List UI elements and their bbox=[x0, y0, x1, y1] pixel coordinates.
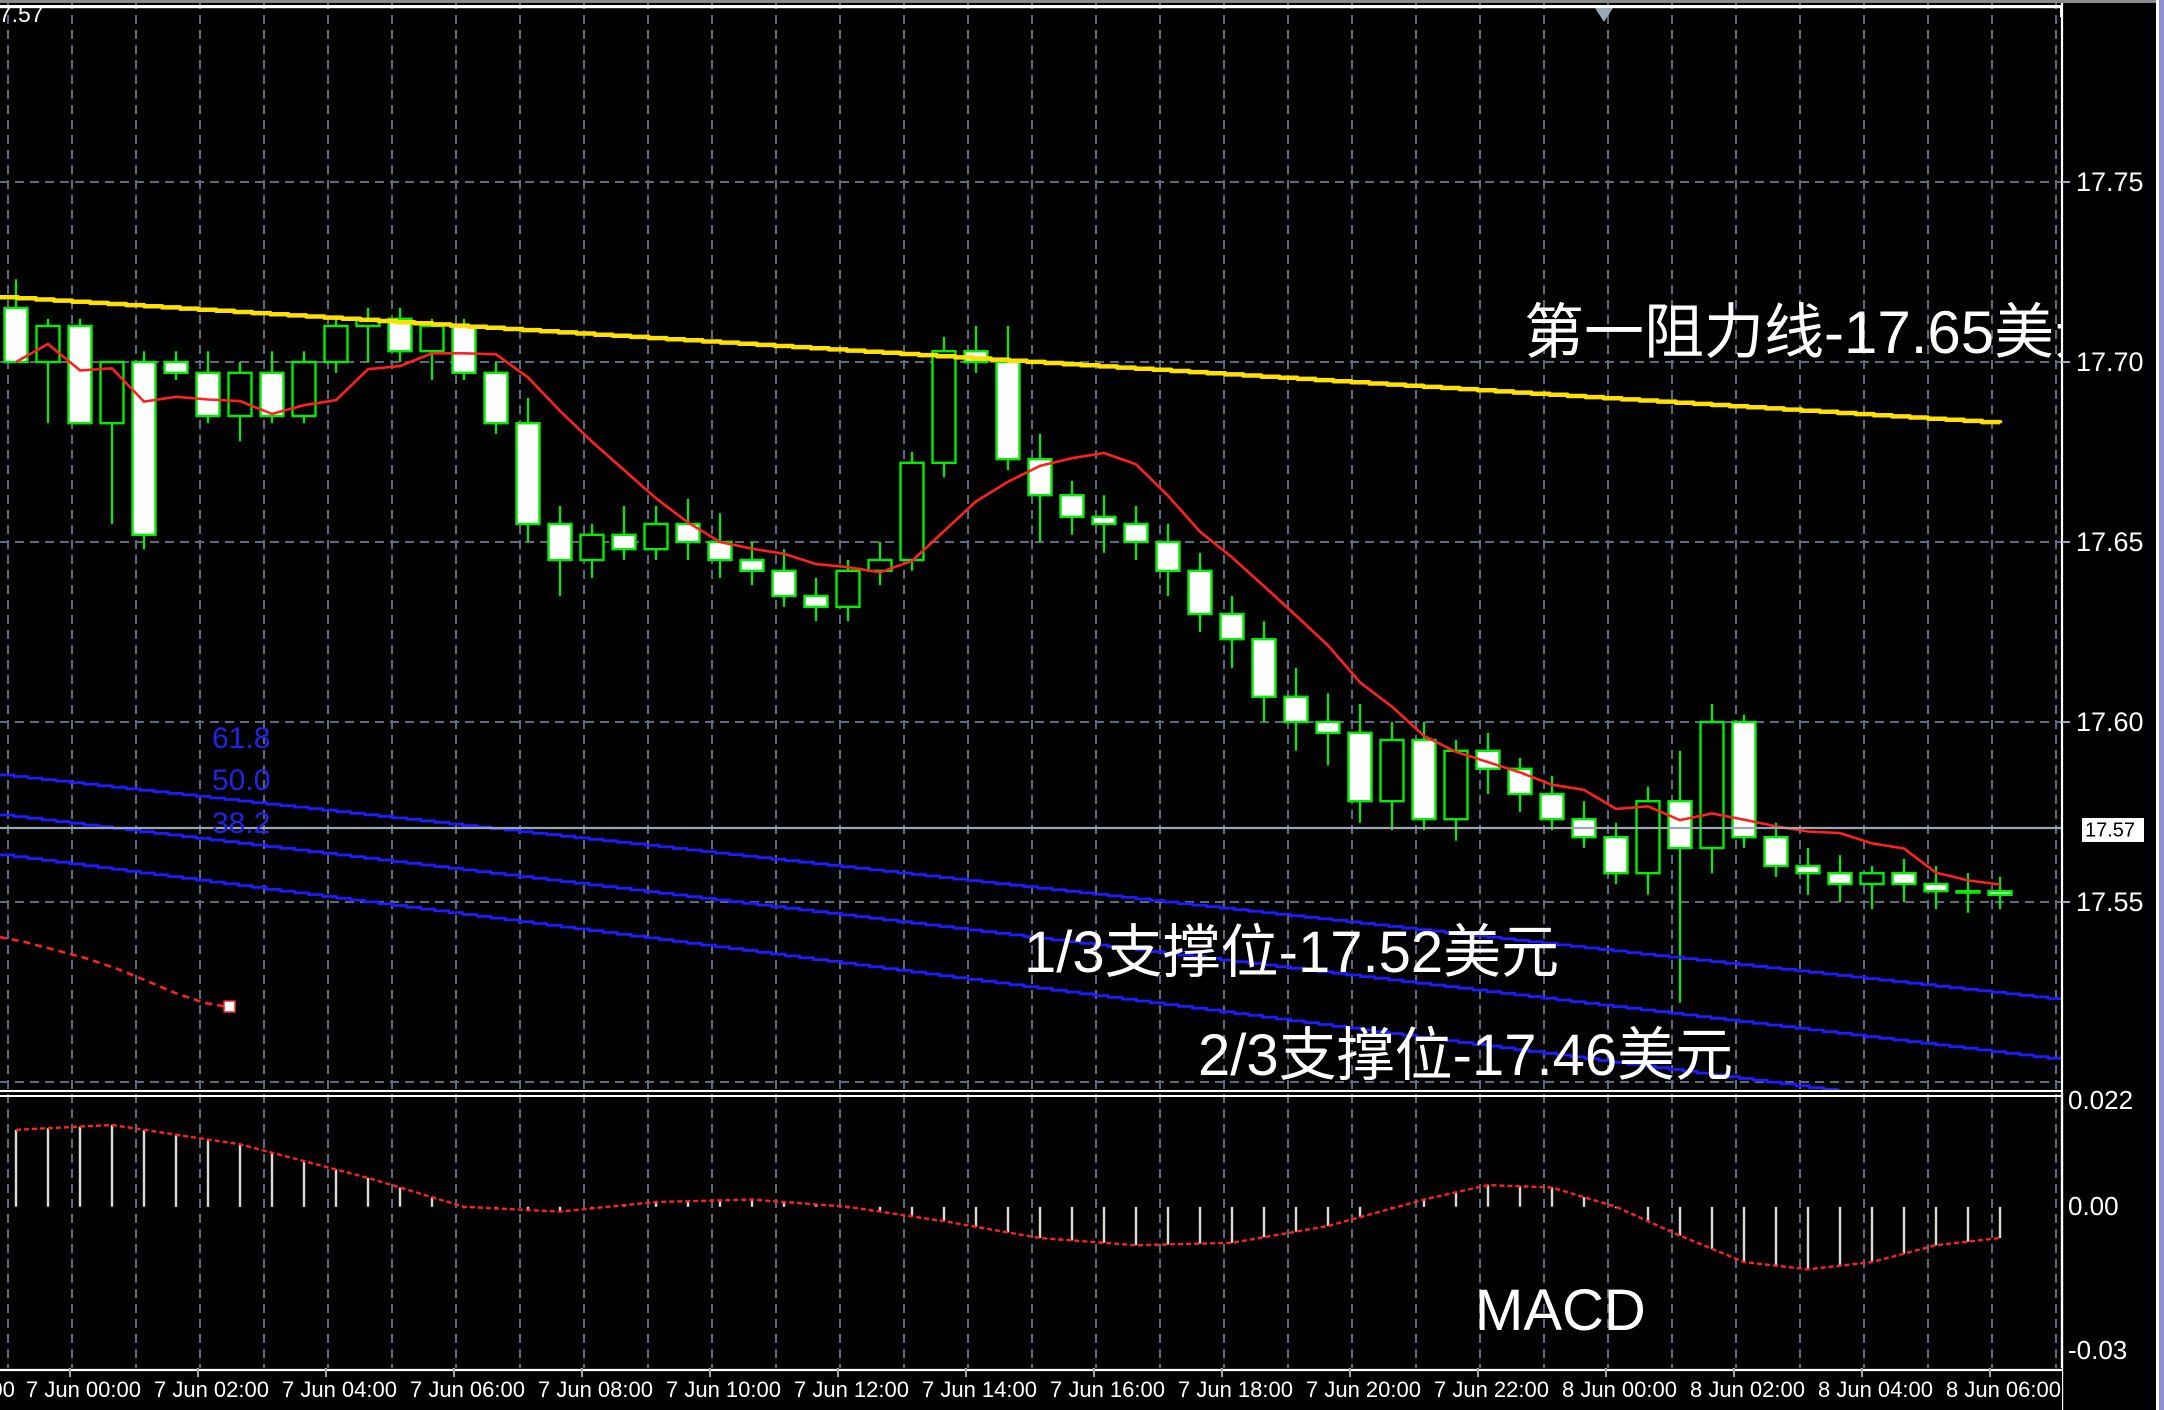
svg-text:7 Jun 08:00: 7 Jun 08:00 bbox=[538, 1377, 653, 1402]
svg-text:8 Jun 04:00: 8 Jun 04:00 bbox=[1818, 1377, 1933, 1402]
svg-text:0.022: 0.022 bbox=[2068, 1085, 2133, 1115]
svg-text:17.75: 17.75 bbox=[2076, 167, 2144, 197]
svg-text:17.57: 17.57 bbox=[0, 1, 44, 27]
svg-text:8 Jun 02:00: 8 Jun 02:00 bbox=[1690, 1377, 1805, 1402]
svg-text:7 Jun 18:00: 7 Jun 18:00 bbox=[1178, 1377, 1293, 1402]
svg-text:-0.03: -0.03 bbox=[2068, 1335, 2127, 1365]
svg-text:8 Jun 06:00: 8 Jun 06:00 bbox=[1946, 1377, 2061, 1402]
svg-text:8 Jun 00:00: 8 Jun 00:00 bbox=[1562, 1377, 1677, 1402]
svg-text:7 Jun 14:00: 7 Jun 14:00 bbox=[922, 1377, 1037, 1402]
svg-text:0.00: 0.00 bbox=[2068, 1191, 2119, 1221]
svg-text:7 Jun 12:00: 7 Jun 12:00 bbox=[794, 1377, 909, 1402]
svg-text:7 Jun 10:00: 7 Jun 10:00 bbox=[666, 1377, 781, 1402]
svg-text:2:00: 2:00 bbox=[0, 1377, 15, 1402]
svg-text:17.70: 17.70 bbox=[2076, 347, 2144, 377]
svg-text:17.65: 17.65 bbox=[2076, 527, 2144, 557]
svg-text:7 Jun 06:00: 7 Jun 06:00 bbox=[410, 1377, 525, 1402]
svg-text:7 Jun 22:00: 7 Jun 22:00 bbox=[1434, 1377, 1549, 1402]
svg-text:7 Jun 16:00: 7 Jun 16:00 bbox=[1050, 1377, 1165, 1402]
svg-text:7 Jun 00:00: 7 Jun 00:00 bbox=[26, 1377, 141, 1402]
svg-text:MACD: MACD bbox=[1475, 1278, 1646, 1343]
svg-text:第一阻力线-17.65美元: 第一阻力线-17.65美元 bbox=[1524, 299, 2114, 366]
svg-text:17.55: 17.55 bbox=[2076, 887, 2144, 917]
svg-text:7 Jun 20:00: 7 Jun 20:00 bbox=[1306, 1377, 1421, 1402]
svg-text:1/3支撑位-17.52美元: 1/3支撑位-17.52美元 bbox=[1024, 920, 1559, 985]
svg-text:17.60: 17.60 bbox=[2076, 707, 2144, 737]
svg-text:7 Jun 02:00: 7 Jun 02:00 bbox=[154, 1377, 269, 1402]
svg-text:50.0: 50.0 bbox=[212, 764, 270, 797]
svg-text:38.2: 38.2 bbox=[212, 807, 270, 840]
svg-text:17.57: 17.57 bbox=[2085, 820, 2135, 842]
svg-text:61.8: 61.8 bbox=[212, 722, 270, 755]
svg-text:7 Jun 04:00: 7 Jun 04:00 bbox=[282, 1377, 397, 1402]
svg-text:2/3支撑位-17.46美元: 2/3支撑位-17.46美元 bbox=[1198, 1023, 1733, 1088]
